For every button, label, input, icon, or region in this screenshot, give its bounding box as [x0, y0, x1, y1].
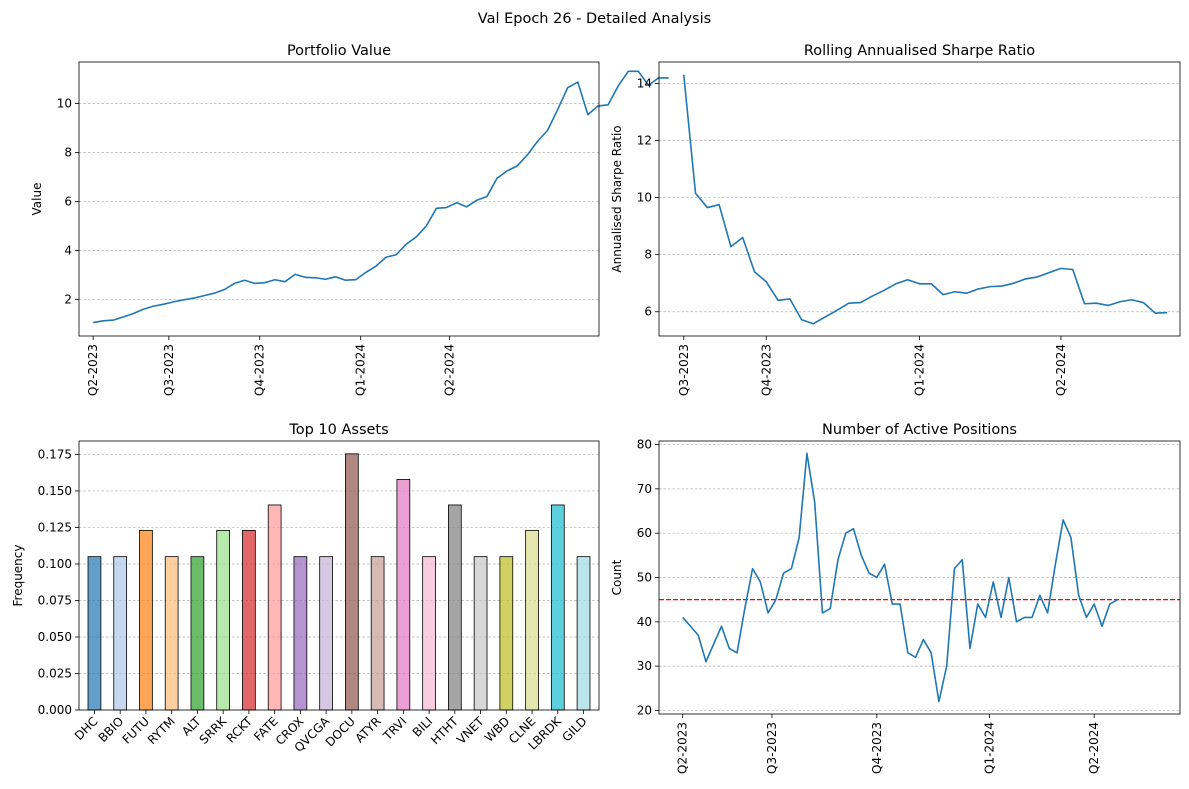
- x-tick-label: Q4-2023: [759, 344, 773, 396]
- bar-ALT: [190, 556, 205, 711]
- y-tick-label: 0.075: [38, 593, 72, 607]
- y-tick-label: 14: [637, 76, 652, 90]
- bar-RCKT: [242, 529, 256, 711]
- x-tick-label: Q4-2023: [870, 722, 884, 774]
- bar-FUTU: [139, 529, 153, 711]
- chart-title: Portfolio Value: [287, 43, 391, 59]
- x-tick-label: Q1-2024: [982, 722, 996, 774]
- bar-FATE: [267, 504, 282, 711]
- y-tick-label: 70: [637, 482, 652, 496]
- bar-VNET: [473, 556, 488, 711]
- y-tick-label: 80: [637, 438, 652, 452]
- x-tick-label: ATYR: [352, 714, 383, 745]
- chart-title: Number of Active Positions: [822, 422, 1017, 438]
- y-tick-label: 40: [637, 615, 652, 629]
- x-tick-label: Q2-2023: [676, 722, 690, 774]
- axes-frame: [78, 61, 600, 337]
- x-tick-label: TRVI: [380, 714, 410, 744]
- y-tick-label: 0.050: [38, 630, 72, 644]
- chart-title: Rolling Annualised Sharpe Ratio: [804, 43, 1035, 59]
- y-tick-label: 4: [64, 243, 72, 257]
- y-tick-label: 2: [64, 292, 72, 306]
- y-tick-label: 30: [637, 659, 652, 673]
- bar-ATYR: [370, 556, 385, 711]
- x-tick-label: WBD: [482, 714, 513, 745]
- y-tick-label: 0.025: [38, 666, 72, 680]
- y-tick-label: 0.150: [38, 484, 72, 498]
- x-tick-label: VNET: [454, 714, 487, 747]
- bar-QVCGA: [319, 556, 333, 711]
- y-tick-label: 50: [637, 571, 652, 585]
- y-axis-label: Value: [30, 183, 44, 216]
- x-tick-label: Q3-2023: [677, 344, 691, 396]
- chart-panel-2: Q3-2023 Q4-2023 Q1-2024 Q2-2024 6 8 10 12 14 Roll…: [610, 43, 1181, 396]
- series-line: [93, 70, 669, 324]
- x-tick-label: FUTU: [120, 714, 152, 746]
- bar-BBIO: [113, 556, 128, 711]
- bar-CLNE: [525, 529, 539, 711]
- y-tick-label: 0.175: [38, 447, 72, 461]
- figure-suptitle: Val Epoch 26 - Detailed Analysis: [478, 11, 711, 27]
- axes-frame: [658, 440, 1181, 715]
- x-tick-label: RCKT: [224, 714, 256, 746]
- bar-SRRK: [216, 529, 230, 711]
- y-tick-label: 6: [644, 305, 652, 319]
- y-tick-label: 10: [57, 97, 72, 111]
- y-tick-label: 12: [637, 133, 652, 147]
- y-tick-label: 8: [64, 146, 72, 160]
- x-tick-label: RYTM: [145, 714, 178, 747]
- x-tick-label: DOCU: [323, 714, 358, 749]
- bar-DHC: [87, 556, 102, 711]
- bar-HTHT: [448, 504, 462, 711]
- bar-LBRDK: [550, 504, 565, 711]
- x-tick-label: Q1-2024: [354, 344, 368, 396]
- x-tick-label: Q2-2024: [1087, 722, 1101, 774]
- y-tick-label: 20: [637, 703, 652, 717]
- x-tick-label: Q3-2023: [162, 344, 176, 396]
- chart-panel-1: Q2-2023 Q3-2023 Q4-2023 Q1-2024 Q2-2024 2 4 6 8 1…: [30, 43, 669, 396]
- y-tick-label: 0.100: [38, 557, 72, 571]
- x-tick-label: Q2-2024: [443, 344, 457, 396]
- axes-frame: [658, 61, 1181, 337]
- bar-GILD: [576, 556, 591, 711]
- y-tick-label: 0.125: [38, 520, 72, 534]
- bar-TRVI: [396, 479, 411, 711]
- x-tick-label: Q3-2023: [765, 722, 779, 774]
- y-tick-label: 60: [637, 526, 652, 540]
- series-line: [682, 452, 1118, 703]
- y-tick-label: 8: [644, 248, 652, 262]
- y-tick-label: 0.000: [38, 703, 72, 717]
- bar-RYTM: [164, 556, 179, 711]
- y-axis-label: Count: [610, 559, 624, 595]
- axes-frame: [78, 440, 600, 711]
- bar-BILI: [422, 556, 436, 711]
- bar-WBD: [499, 556, 514, 711]
- x-tick-label: Q4-2023: [253, 344, 267, 396]
- y-axis-label: Annualised Sharpe Ratio: [610, 125, 624, 272]
- x-tick-label: Q2-2023: [86, 344, 100, 396]
- series-line: [682, 74, 1168, 325]
- x-tick-label: DHC: [72, 714, 101, 743]
- y-tick-label: 6: [64, 194, 72, 208]
- x-tick-label: GILD: [559, 714, 589, 744]
- bar-CROX: [293, 556, 308, 711]
- bar-DOCU: [345, 453, 359, 711]
- x-tick-label: BBIO: [96, 714, 127, 745]
- chart-panel-4: Q2-2023 Q3-2023 Q4-2023 Q1-2024 Q2-2024 20 30 4…: [610, 422, 1181, 774]
- x-tick-label: HTHT: [428, 714, 462, 748]
- y-tick-label: 10: [637, 191, 652, 205]
- x-tick-label: Q2-2024: [1054, 344, 1068, 396]
- y-axis-label: Frequency: [11, 545, 25, 607]
- x-tick-label: Q1-2024: [913, 344, 927, 396]
- x-tick-label: SRRK: [197, 713, 230, 746]
- chart-title: Top 10 Assets: [288, 422, 388, 438]
